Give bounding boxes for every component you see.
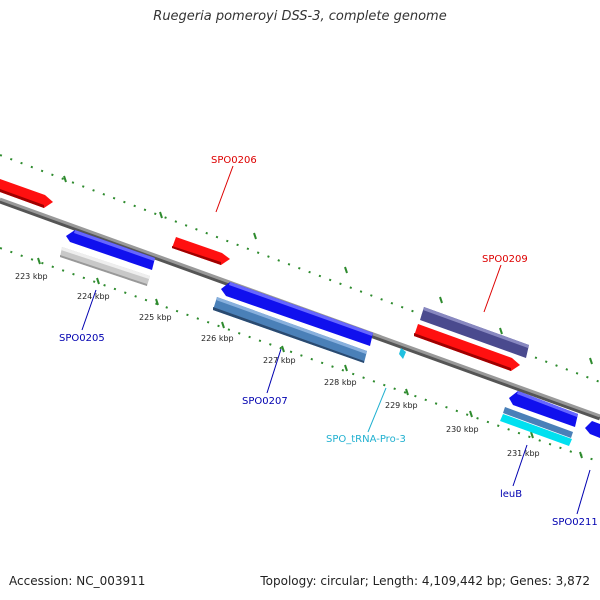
gene-label-leub: leuB bbox=[500, 489, 522, 500]
reverse-gene-spo0211[interactable] bbox=[585, 421, 600, 438]
reverse-gene-spo0207[interactable] bbox=[221, 282, 373, 346]
scale-label: 231 kbp bbox=[507, 449, 540, 458]
upper-major-ticks bbox=[63, 175, 593, 365]
gene-purple-spo0209[interactable] bbox=[420, 307, 529, 358]
gene-steel-leub[interactable] bbox=[503, 407, 573, 438]
forward-gene-spo0209[interactable] bbox=[414, 324, 520, 371]
topology-text: Topology: circular; Length: 4,109,442 bp… bbox=[260, 574, 590, 588]
lower-scale-track bbox=[0, 247, 600, 463]
forward-gene-spo0206[interactable] bbox=[172, 237, 230, 265]
gene-label-spo0211: SPO0211 bbox=[552, 517, 598, 528]
lower-major-ticks bbox=[37, 257, 583, 459]
gene-label-trna-pro-3: SPO_tRNA-Pro-3 bbox=[326, 434, 406, 445]
scale-label: 223 kbp bbox=[15, 272, 48, 281]
reverse-gene-spo0205[interactable] bbox=[66, 230, 155, 270]
scale-label: 229 kbp bbox=[385, 401, 418, 410]
gene-gray-spo0205[interactable] bbox=[60, 247, 150, 286]
label-leader-lines bbox=[81, 165, 591, 515]
scale-label: 228 kbp bbox=[324, 378, 357, 387]
gene-label-spo0205: SPO0205 bbox=[59, 333, 105, 344]
scale-label: 230 kbp bbox=[446, 425, 479, 434]
gene-label-spo0207: SPO0207 bbox=[242, 396, 288, 407]
gene-label-spo0209: SPO0209 bbox=[482, 254, 528, 265]
upper-scale-track bbox=[0, 154, 600, 383]
gene-label-spo0206: SPO0206 bbox=[211, 155, 257, 166]
scale-label: 225 kbp bbox=[139, 313, 172, 322]
gene-cyan-leub[interactable] bbox=[500, 414, 572, 446]
forward-gene-left[interactable] bbox=[0, 179, 53, 208]
map-title: Ruegeria pomeroyi DSS-3, complete genome bbox=[153, 9, 447, 24]
scale-label: 227 kbp bbox=[263, 356, 296, 365]
trna-pro-3[interactable] bbox=[399, 348, 406, 359]
reverse-gene-leub[interactable] bbox=[509, 391, 578, 427]
accession-text: Accession: NC_003911 bbox=[9, 574, 146, 588]
scale-label: 226 kbp bbox=[201, 334, 234, 343]
gene-steel-spo0207[interactable] bbox=[213, 297, 367, 363]
